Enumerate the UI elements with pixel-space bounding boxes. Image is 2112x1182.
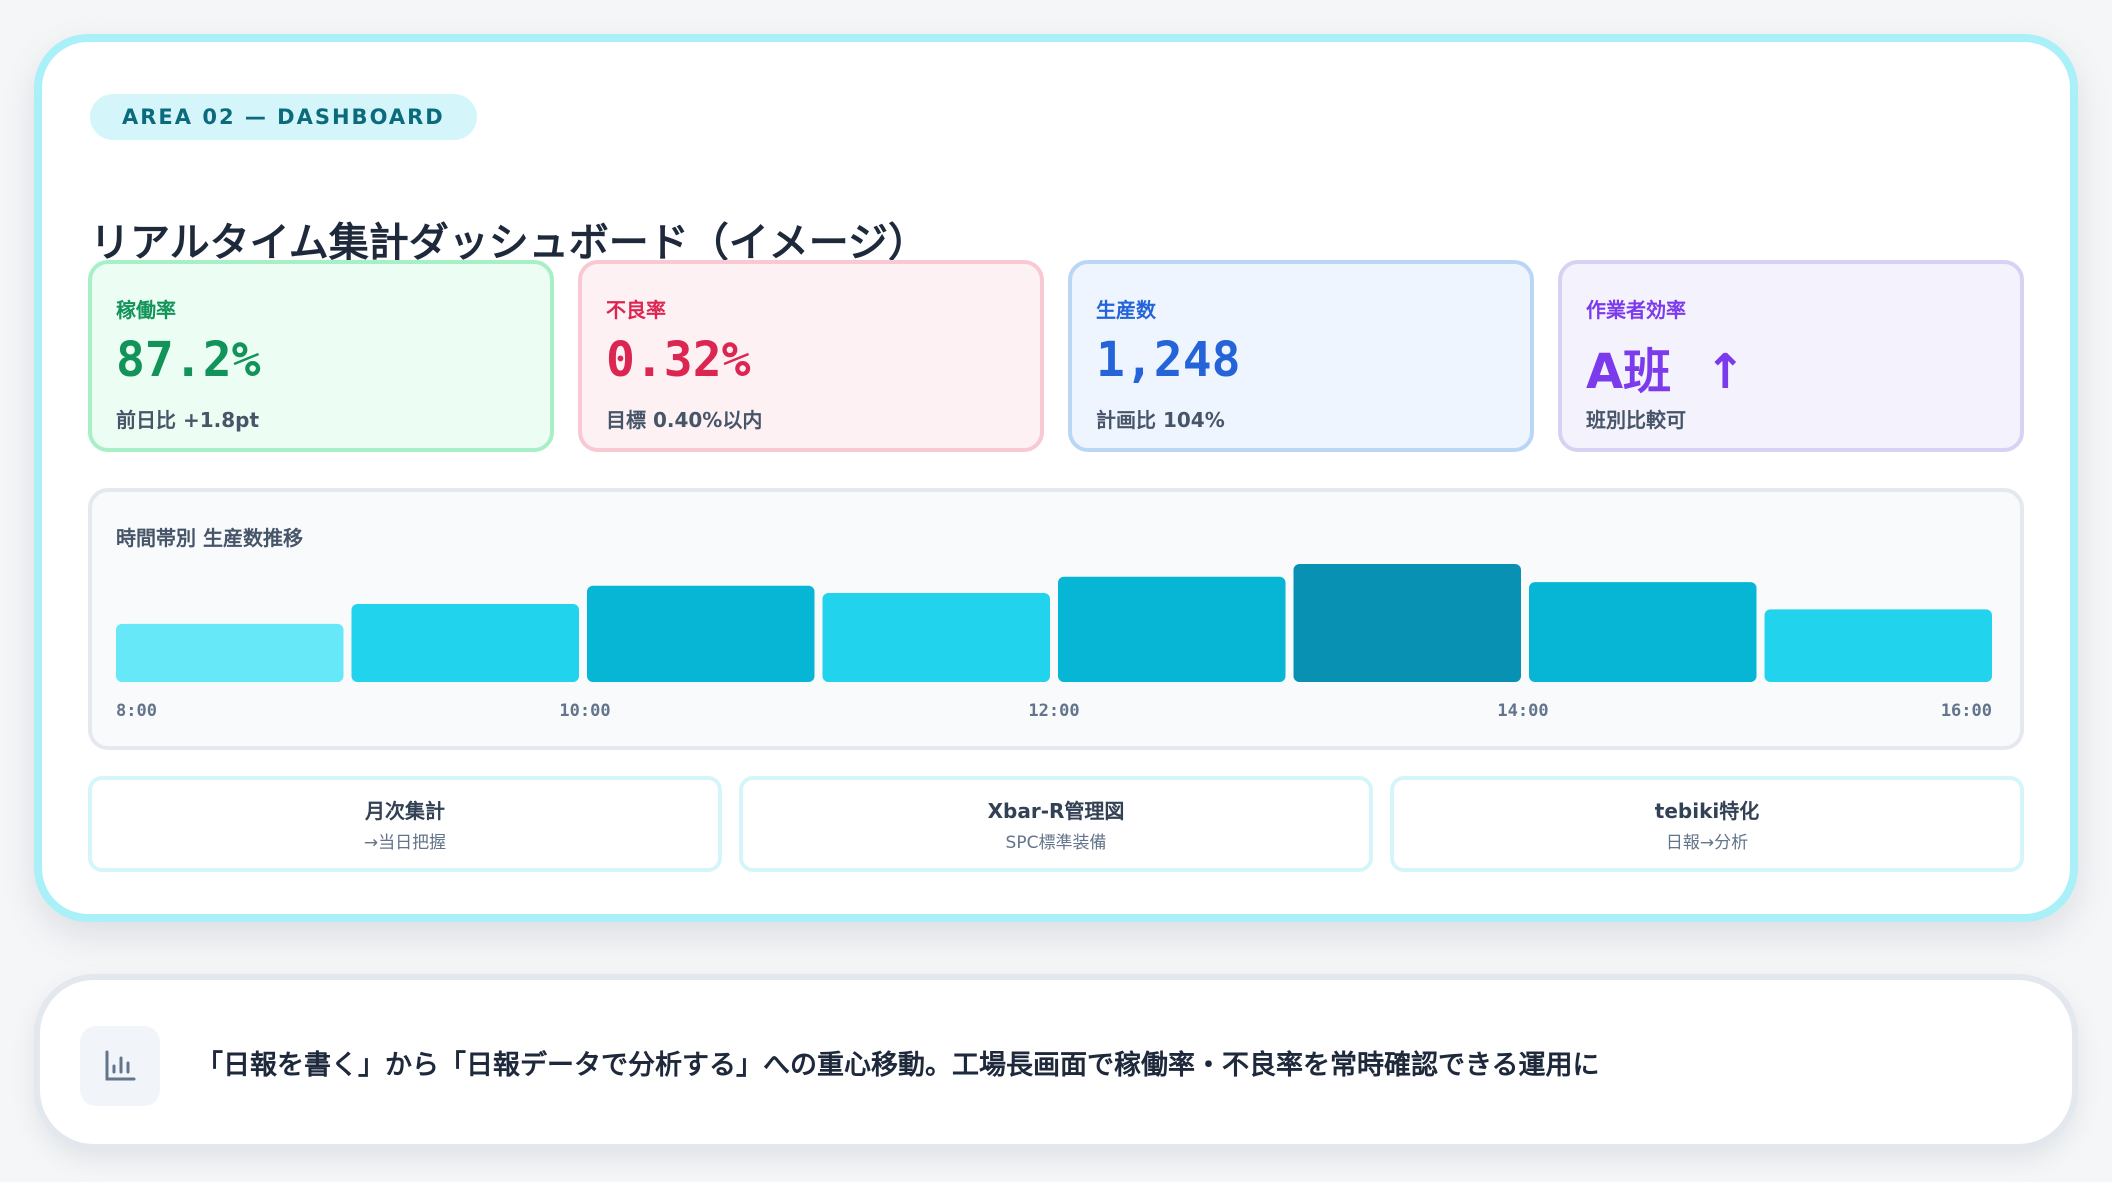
feature-sub: →当日把握 [363,833,447,853]
feature-title: tebiki特化 [1654,799,1760,823]
kpi-label: 作業者効率 [1586,298,1686,322]
feature-sub: SPC標準装備 [1005,833,1107,853]
production-chart-panel: 時間帯別 生産数推移 8:00 10:00 12:00 14:00 16:00 [88,488,2024,750]
chart-bar [587,585,815,682]
feature-title: 月次集計 [365,799,445,823]
x-tick-label: 14:00 [1497,701,1548,721]
kpi-value: 0.32% [606,332,751,388]
kpi-value: A班 ↑ [1586,332,1745,402]
chart-title: 時間帯別 生産数推移 [116,526,303,550]
kpi-card-defect-rate: 不良率 0.32% 目標 0.40%以内 [578,260,1044,452]
chart-bar [1293,564,1521,682]
kpi-label: 稼働率 [116,298,176,322]
chart-bar [351,603,579,682]
dashboard-card: AREA 02 — DASHBOARD リアルタイム集計ダッシュボード（イメージ… [34,34,2078,922]
feature-xbar-r-chart: Xbar-R管理図 SPC標準装備 [739,776,1373,872]
feature-tebiki: tebiki特化 日報→分析 [1390,776,2024,872]
kpi-card-utilization: 稼働率 87.2% 前日比 +1.8pt [88,260,554,452]
arrow-up-icon: ↑ [1705,344,1746,400]
feature-monthly-aggregation: 月次集計 →当日把握 [88,776,722,872]
feature-sub: 日報→分析 [1665,833,1749,853]
kpi-sub: 前日比 +1.8pt [116,408,260,432]
kpi-card-production: 生産数 1,248 計画比 104% [1068,260,1534,452]
kpi-sub: 目標 0.40%以内 [606,408,763,432]
chart-bar [116,623,344,682]
bar-chart-icon [80,1026,160,1106]
chart-bar [822,593,1050,682]
kpi-label: 不良率 [606,298,666,322]
kpi-card-worker-efficiency: 作業者効率 A班 ↑ 班別比較可 [1558,260,2024,452]
kpi-value: 87.2% [116,332,261,388]
kpi-label: 生産数 [1096,298,1156,322]
x-tick-label: 16:00 [1941,701,1992,721]
kpi-sub: 計画比 104% [1096,408,1225,432]
chart-bar [1529,582,1757,682]
chart-bar [1764,609,1992,682]
kpi-value-text: A班 [1586,344,1672,400]
page-title: リアルタイム集計ダッシュボード（イメージ） [90,220,928,266]
chart-bar [1058,576,1286,682]
x-tick-label: 12:00 [1028,701,1079,721]
x-tick-label: 10:00 [559,701,610,721]
x-tick-label: 8:00 [116,701,157,721]
feature-title: Xbar-R管理図 [987,799,1125,823]
kpi-value: 1,248 [1096,332,1241,388]
bar-chart: 8:00 10:00 12:00 14:00 16:00 [116,564,1992,721]
note-card: 「日報を書く」から「日報データで分析する」への重心移動。工場長画面で稼働率・不良… [34,974,2078,1150]
area-badge: AREA 02 — DASHBOARD [90,94,477,140]
kpi-sub: 班別比較可 [1586,408,1686,432]
note-text: 「日報を書く」から「日報データで分析する」への重心移動。工場長画面で稼働率・不良… [196,1049,1600,1081]
